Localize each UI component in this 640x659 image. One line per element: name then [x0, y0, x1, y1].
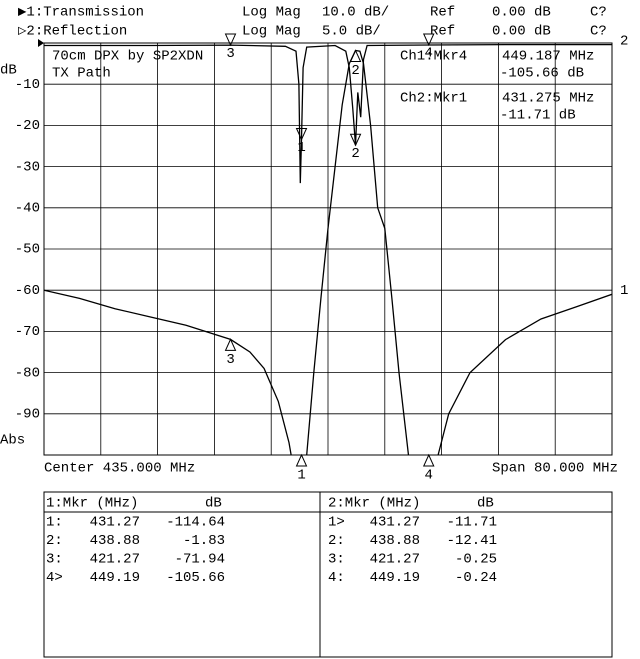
row-frequency: 421.27 — [370, 552, 420, 568]
span-label: Span 80.000 MHz — [492, 461, 618, 477]
marker — [349, 133, 362, 147]
row-value: -0.24 — [455, 570, 497, 586]
y-tick-label: -70 — [15, 324, 40, 340]
marker-label: 2 — [351, 63, 359, 79]
header-text: C? — [590, 24, 607, 40]
center-label: Center 435.000 MHz — [44, 461, 195, 477]
row-label: 3: — [328, 552, 345, 568]
header-text: 0.00 dB — [492, 5, 551, 21]
header-text: 0.00 dB — [492, 24, 551, 40]
row-label: 3: — [46, 552, 63, 568]
chart-subtitle: TX Path — [52, 66, 111, 82]
marker — [224, 338, 237, 351]
readout-frequency: 449.187 MHz — [502, 49, 594, 65]
row-label: 1> — [328, 515, 345, 531]
marker-label: 2 — [351, 146, 359, 162]
marker-label: 3 — [226, 352, 234, 368]
table-header: 1:Mkr (MHz) — [46, 496, 138, 512]
trace-label: 2 — [620, 33, 628, 49]
y-tick-label: -20 — [15, 118, 40, 134]
y-unit: dB — [0, 63, 17, 79]
marker-label: 4 — [425, 468, 433, 484]
marker — [422, 453, 435, 467]
readout-channel: Ch1:Mkr4 — [400, 49, 467, 65]
table-header: dB — [477, 496, 494, 512]
y-tick-label: -60 — [15, 283, 40, 299]
header-text: C? — [590, 5, 607, 21]
header-text: 5.0 dB/ — [322, 24, 381, 40]
row-label: 4: — [328, 570, 345, 586]
row-label: 1: — [46, 515, 63, 531]
marker-label: 1 — [297, 468, 305, 484]
y-tick-label: -90 — [15, 407, 40, 423]
marker — [349, 49, 362, 63]
marker — [295, 453, 308, 467]
readout-value: -105.66 dB — [500, 66, 584, 82]
row-value: -114.64 — [166, 515, 225, 531]
y-tick-label: -10 — [15, 77, 40, 93]
row-value: -71.94 — [175, 552, 225, 568]
marker-label: 1 — [297, 140, 305, 156]
row-frequency: 421.27 — [90, 552, 140, 568]
header-text: Log Mag — [242, 24, 301, 40]
row-frequency: 449.19 — [370, 570, 420, 586]
marker — [295, 127, 308, 141]
y-format: Abs — [0, 433, 25, 449]
table-header: 2:Mkr (MHz) — [328, 496, 420, 512]
row-frequency: 431.27 — [370, 515, 420, 531]
marker — [422, 33, 435, 47]
header-text: ▷2:Reflection — [18, 24, 127, 40]
header-text: Ref — [430, 5, 455, 21]
row-frequency: 449.19 — [90, 570, 140, 586]
row-value: -12.41 — [447, 533, 497, 549]
header-text: ▶1:Transmission — [18, 5, 144, 21]
row-frequency: 438.88 — [90, 533, 140, 549]
ref-arrow — [38, 39, 44, 47]
marker-table-frame — [43, 491, 613, 658]
marker — [224, 33, 237, 47]
y-tick-label: -40 — [15, 201, 40, 217]
row-label: 2: — [46, 533, 63, 549]
table-header: dB — [205, 496, 222, 512]
trace-line — [44, 43, 612, 184]
marker-label: 4 — [425, 46, 433, 62]
header-text: Ref — [430, 24, 455, 40]
readout-value: -11.71 dB — [500, 108, 576, 124]
readout-channel: Ch2:Mkr1 — [400, 91, 467, 107]
y-tick-label: -30 — [15, 159, 40, 175]
readout-frequency: 431.275 MHz — [502, 91, 594, 107]
y-tick-label: -80 — [15, 365, 40, 381]
trace-label: 1 — [620, 283, 628, 299]
row-label: 2: — [328, 533, 345, 549]
row-frequency: 438.88 — [370, 533, 420, 549]
header-text: 10.0 dB/ — [322, 5, 389, 21]
chart-title: 70cm DPX by SP2XDN — [52, 49, 203, 65]
row-value: -0.25 — [455, 552, 497, 568]
row-label: 4> — [46, 570, 63, 586]
row-value: -11.71 — [447, 515, 497, 531]
row-value: -105.66 — [166, 570, 225, 586]
header-text: Log Mag — [242, 5, 301, 21]
row-frequency: 431.27 — [90, 515, 140, 531]
marker-label: 3 — [226, 46, 234, 62]
row-value: -1.83 — [183, 533, 225, 549]
y-tick-label: -50 — [15, 242, 40, 258]
